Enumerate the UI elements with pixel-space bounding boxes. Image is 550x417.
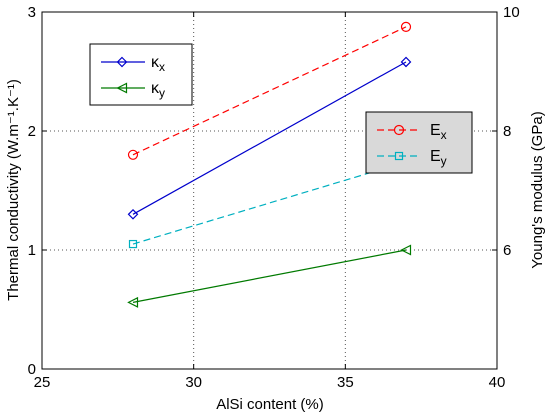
legend-label: Ey [430,148,447,168]
legend-label: κx [151,54,165,74]
series-line-Ey [132,161,407,245]
y-axis-title-left: Thermal conductivity (W.m⁻¹.K⁻¹) [5,79,22,301]
legend-marker [393,124,405,136]
y-axis-title-right: Young's modulus (GPa) [529,111,546,268]
legend-box-thermal [89,43,193,106]
legend-thermal: κx κy [89,43,193,106]
legend-marker [394,151,404,161]
x-tick-label: 35 [337,374,354,391]
data-point-Ey [128,239,138,249]
y-tick-label-right: 8 [503,123,511,140]
legend-label: κy [151,80,165,100]
legends: κx κy Ex Ey [89,43,473,174]
series-line-x [132,61,407,215]
x-tick-label: 40 [489,374,506,391]
data-point-y [127,296,139,308]
legend-label: Ex [430,122,447,142]
legend-modulus: Ex Ey [365,111,473,174]
y-tick-label-left: 3 [28,4,36,21]
x-tick-label: 30 [185,374,202,391]
y-tick-label-left: 1 [28,242,36,259]
series-line-Ex [132,26,407,156]
legend-box-modulus [365,111,473,174]
data-point-Ex [127,149,139,160]
y-tick-label-right: 10 [503,4,520,21]
data-point-Ex [400,21,412,32]
series-line-y [132,249,407,303]
plot-frame [41,11,498,370]
legend-marker [116,56,128,68]
legend-marker [116,82,128,94]
data-point-y [400,244,412,256]
data-point-x [127,208,139,220]
y-tick-label-left: 0 [28,361,36,378]
y-tick-label-right: 6 [503,242,511,259]
ticks: 25 30 35 40 0 1 2 3 6 8 10 [28,4,520,391]
data-point-x [400,56,412,68]
x-tick-label: 25 [34,374,51,391]
x-axis-title: AlSi content (%) [216,396,324,413]
y-tick-label-left: 2 [28,123,36,140]
